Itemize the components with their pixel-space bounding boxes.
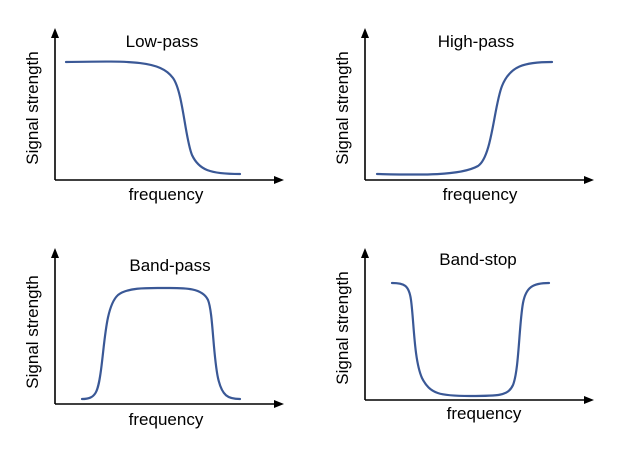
- y-axis-label: Signal strength: [333, 51, 352, 164]
- band-pass-curve: [80, 286, 242, 401]
- panel-title: High-pass: [438, 32, 515, 51]
- panel-title: Band-stop: [439, 250, 517, 269]
- x-axis-arrow-icon: [274, 400, 284, 408]
- y-axis-arrow-icon: [361, 28, 369, 38]
- y-axis-arrow-icon: [51, 248, 59, 258]
- x-axis-arrow-icon: [584, 396, 594, 404]
- x-axis-arrow-icon: [584, 176, 594, 184]
- panel-title: Low-pass: [126, 32, 199, 51]
- y-axis-label: Signal strength: [333, 271, 352, 384]
- y-axis-arrow-icon: [361, 248, 369, 258]
- x-axis-label: frequency: [129, 185, 204, 204]
- x-axis-label: frequency: [443, 185, 518, 204]
- y-axis-arrow-icon: [51, 28, 59, 38]
- low-pass-curve: [64, 60, 242, 176]
- band-stop-curve: [390, 281, 551, 398]
- panel-band-pass: Band-pass frequency Signal strength: [23, 248, 284, 429]
- x-axis-label: frequency: [447, 404, 522, 423]
- y-axis-label: Signal strength: [23, 51, 42, 164]
- high-pass-curve: [375, 60, 554, 176]
- panel-band-stop: Band-stop frequency Signal strength: [333, 248, 594, 423]
- panel-low-pass: Low-pass frequency Signal strength: [23, 28, 284, 204]
- x-axis-arrow-icon: [274, 176, 284, 184]
- panel-title: Band-pass: [129, 256, 210, 275]
- panel-high-pass: High-pass frequency Signal strength: [333, 28, 594, 204]
- x-axis-label: frequency: [129, 410, 204, 429]
- y-axis-label: Signal strength: [23, 275, 42, 388]
